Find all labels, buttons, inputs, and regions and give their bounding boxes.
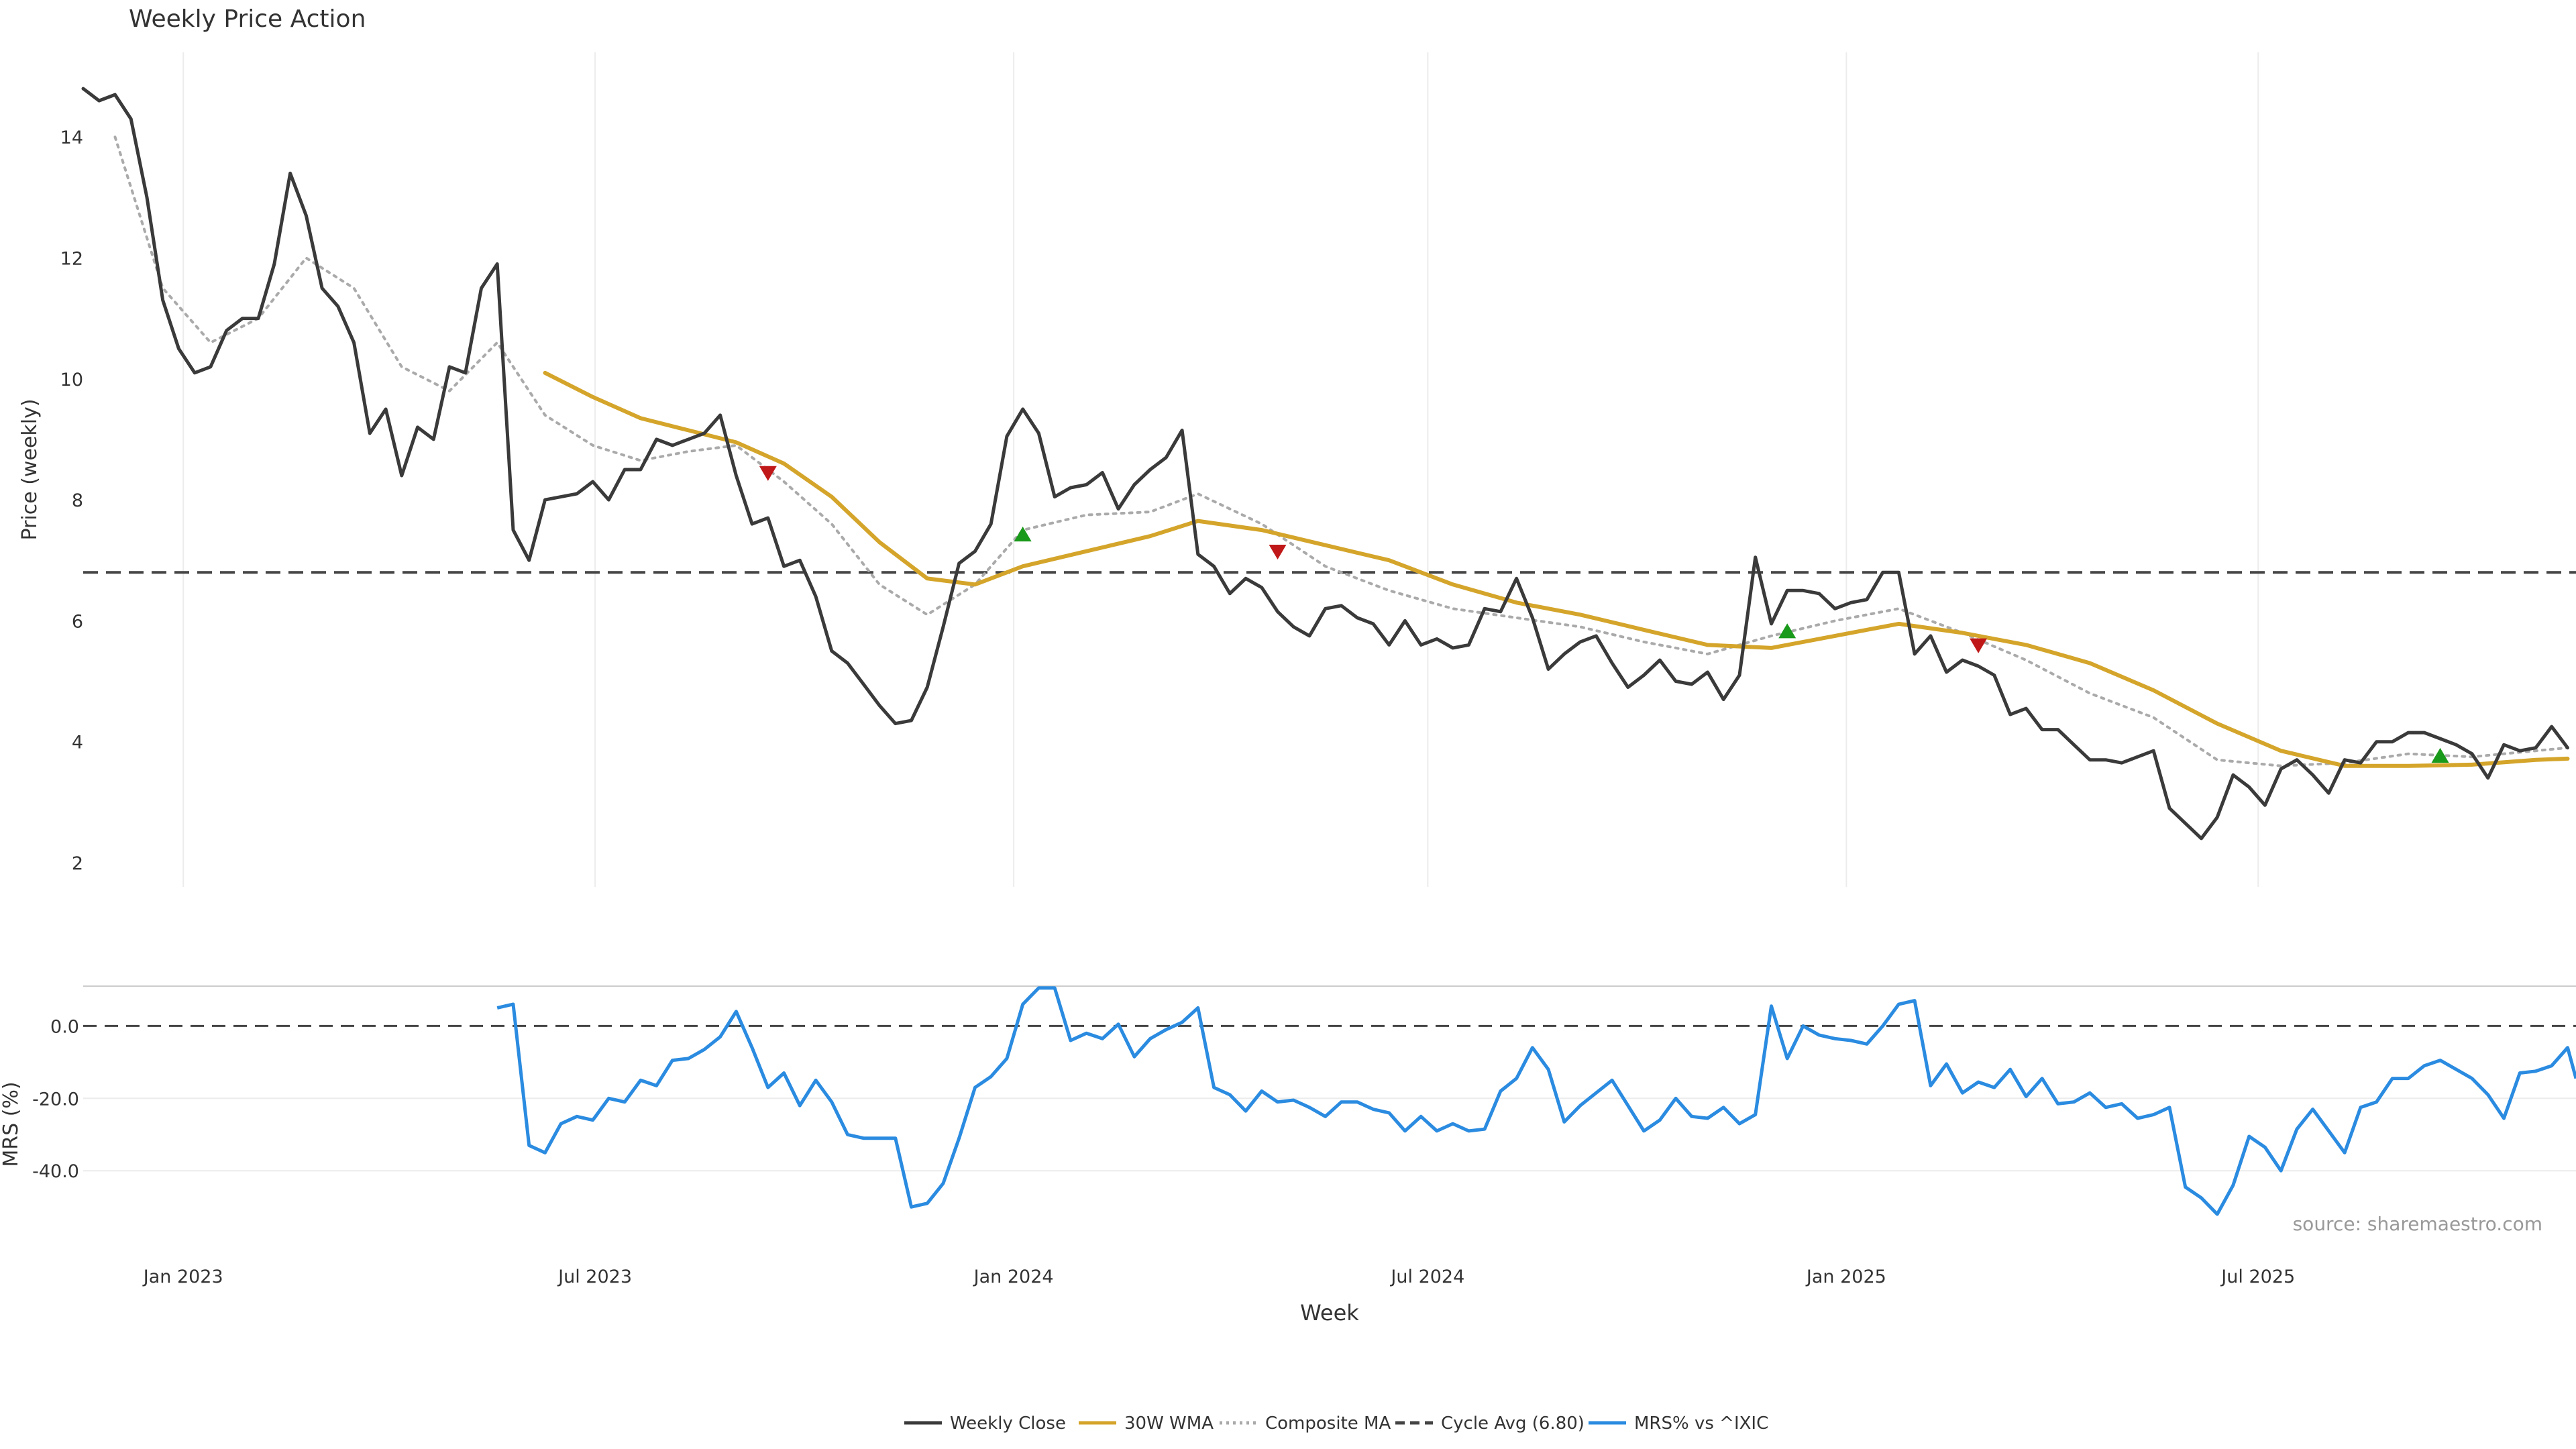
x-axis-label: Week [1300,1300,1359,1326]
x-tick-label: Jan 2025 [1805,1267,1886,1287]
x-tick-label: Jan 2024 [973,1267,1054,1287]
price-y-tick-label: 6 [72,611,83,632]
price-y-tick-label: 14 [60,127,83,148]
price-y-axis: 2 4 6 8 10 12 14 [60,127,83,874]
price-series [81,87,2576,841]
buy-signal-marker [1778,623,1796,639]
legend-label: 30W WMA [1124,1413,1214,1434]
buy-signal-marker [1014,527,1032,542]
mrs-y-axis: 0.0 -20.0 -40.0 [32,1016,79,1182]
legend: Weekly Close 30W WMA Composite MA Cycle Avg… [904,1413,1768,1434]
price-grid [182,52,2259,887]
x-tick-label: Jan 2023 [142,1267,223,1287]
mrs-line [496,986,2576,1216]
price-panel: 2 4 6 8 10 12 14 Price (weekly) [18,52,2576,887]
source-note: source: sharemaestro.com [2293,1213,2542,1235]
legend-label: Cycle Avg (6.80) [1441,1413,1585,1434]
legend-label: MRS% vs ^IXIC [1634,1413,1768,1434]
x-tick-label: Jul 2025 [2220,1267,2295,1287]
legend-label: Weekly Close [950,1413,1066,1434]
buy-signal-marker [2431,747,2449,763]
signal-markers [759,466,2449,763]
composite-ma-line [113,136,2569,767]
mrs-y-axis-label: MRS (%) [0,1081,23,1167]
sell-signal-marker [1269,544,1287,560]
sell-signal-marker [759,466,777,481]
price-y-tick-label: 8 [72,490,83,511]
30w-wma-line [543,370,2570,768]
mrs-y-tick-label: 0.0 [50,1016,79,1037]
mrs-y-tick-label: -40.0 [32,1161,79,1182]
weekly-close-line [81,87,2569,841]
mrs-series [496,986,2576,1216]
sell-signal-marker [1970,638,1988,653]
price-y-axis-label: Price (weekly) [18,398,42,540]
price-y-tick-label: 10 [60,370,83,390]
price-y-tick-label: 4 [72,733,83,753]
chart-title: Weekly Price Action [129,5,366,33]
mrs-panel: 0.0 -20.0 -40.0 MRS (%) source: sharemaest… [0,986,2576,1235]
x-tick-label: Jul 2023 [557,1267,632,1287]
x-tick-label: Jul 2024 [1389,1267,1464,1287]
mrs-y-tick-label: -20.0 [32,1089,79,1110]
legend-label: Composite MA [1265,1413,1391,1434]
price-y-tick-label: 12 [60,248,83,269]
x-axis: Jan 2023 Jul 2023 Jan 2024 Jul 2024 Jan 2025… [142,1267,2295,1287]
price-y-tick-label: 2 [72,853,83,874]
mrs-grid [83,1024,2576,1172]
